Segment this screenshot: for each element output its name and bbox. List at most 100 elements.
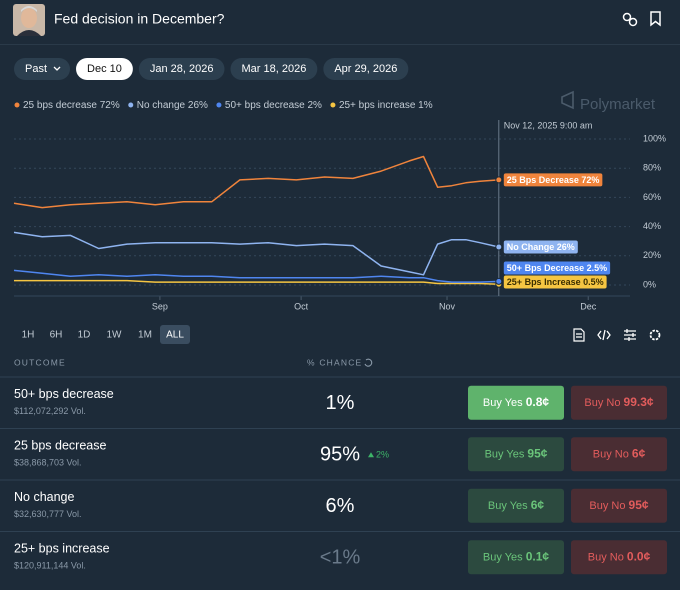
outcome-volume: $112,072,292 Vol. — [14, 406, 86, 416]
buy-yes-button[interactable] — [468, 385, 564, 420]
buy-no-label: Buy No — [588, 551, 624, 563]
buy-no[interactable]: Buy No 6¢ — [593, 446, 646, 460]
buy-no[interactable]: Buy No 95¢ — [589, 498, 648, 512]
chance: 6% — [326, 495, 355, 517]
outcome-name: 50+ bps decrease — [14, 387, 114, 401]
range-button[interactable]: 1W — [107, 330, 123, 341]
legend-value: 1% — [418, 100, 433, 111]
buy-yes-price: 6¢ — [531, 498, 545, 512]
chevron — [53, 66, 61, 71]
end-point — [495, 277, 503, 285]
buy-no-button[interactable] — [571, 437, 667, 472]
buy-yes[interactable]: Buy Yes 0.8¢ — [483, 395, 550, 409]
y-tick-label: 20% — [643, 250, 661, 260]
refresh-icon — [364, 358, 373, 367]
buy-yes[interactable]: Buy Yes 95¢ — [485, 446, 548, 460]
x-tick-label: Oct — [294, 301, 309, 311]
end-point — [495, 176, 503, 184]
series-line — [13, 269, 499, 283]
outcome-volume: $38,868,703 Vol. — [14, 458, 82, 468]
code-icon[interactable] — [597, 329, 611, 341]
outcome-name: 25+ bps increase — [14, 542, 110, 556]
buy-no-button[interactable] — [571, 540, 667, 575]
buy-yes-label: Buy Yes — [483, 397, 523, 409]
avatar — [13, 4, 45, 36]
buy-no-button[interactable] — [571, 488, 667, 523]
buy-no-price: 95¢ — [629, 498, 649, 512]
tooltip-box — [503, 240, 578, 254]
x-tick-label: Sep — [152, 301, 168, 311]
buy-yes-label: Buy Yes — [488, 500, 528, 512]
chance: 95% — [320, 444, 360, 466]
end-point — [495, 243, 503, 251]
date-tab-label[interactable]: Mar 18, 2026 — [242, 63, 307, 75]
outcome-volume: $32,630,777 Vol. — [14, 509, 82, 519]
buy-no-button[interactable] — [571, 385, 667, 420]
outcome-name: No change — [14, 490, 75, 504]
y-tick-label: 60% — [643, 192, 661, 202]
buy-yes[interactable]: Buy Yes 6¢ — [488, 498, 545, 512]
x-tick-label: Dec — [580, 301, 597, 311]
buy-yes-button[interactable] — [468, 540, 564, 575]
chance: 1% — [326, 392, 355, 414]
buy-no-price: 99.3¢ — [624, 395, 654, 409]
tooltip-text: 50+ Bps Decrease 2.5% — [507, 263, 607, 273]
date-tab-label[interactable]: Dec 10 — [87, 63, 122, 75]
range-button[interactable]: ALL — [166, 330, 184, 341]
legend-entry: 50+ bps decrease 2% — [225, 100, 322, 111]
range-button[interactable]: 1M — [138, 330, 152, 341]
buy-no[interactable]: Buy No 99.3¢ — [584, 395, 653, 409]
y-tick-label: 0% — [643, 279, 656, 289]
doc-icon[interactable] — [573, 328, 585, 342]
legend-entry: 25+ bps increase 1% — [339, 100, 433, 111]
settings-icon[interactable] — [624, 329, 636, 341]
legend-name: No change — [137, 100, 186, 111]
tooltip-box — [503, 261, 611, 275]
range-button[interactable]: 6H — [50, 330, 63, 341]
legend-name: 25 bps decrease — [23, 100, 97, 111]
tooltip-box — [503, 173, 603, 187]
buy-yes[interactable]: Buy Yes 0.1¢ — [483, 549, 550, 563]
buy-no[interactable]: Buy No 0.0¢ — [588, 549, 651, 563]
buy-yes-button[interactable] — [468, 488, 564, 523]
tooltip: 25 Bps Decrease 72% — [503, 173, 603, 187]
range-selected[interactable] — [160, 325, 190, 344]
gear-icon[interactable] — [649, 329, 661, 341]
buy-yes-price: 0.1¢ — [526, 549, 550, 563]
buy-no-label: Buy No — [593, 448, 629, 460]
date-tab[interactable] — [138, 58, 225, 80]
date-tab[interactable] — [230, 58, 318, 80]
y-tick-label: 100% — [643, 133, 666, 143]
up-arrow — [368, 452, 374, 458]
range-button[interactable]: 1D — [78, 330, 91, 341]
buy-yes-label: Buy Yes — [485, 448, 525, 460]
y-tick-label: 80% — [643, 163, 661, 173]
date-tab-label[interactable]: Apr 29, 2026 — [334, 63, 397, 75]
change: 2% — [376, 450, 389, 460]
date-tab-label[interactable]: Jan 28, 2026 — [150, 63, 214, 75]
bookmark-icon[interactable] — [650, 11, 661, 27]
date-tab-label[interactable]: Past — [25, 63, 47, 75]
series-line — [13, 155, 499, 209]
tooltip: 25+ Bps Increase 0.5% — [503, 275, 607, 289]
buy-yes-price: 0.8¢ — [526, 395, 550, 409]
link-icon[interactable] — [622, 12, 638, 27]
hover-label: Nov 12, 2025 9:00 am — [504, 120, 593, 130]
date-tab[interactable] — [323, 58, 409, 80]
tooltip-text: 25 Bps Decrease 72% — [507, 175, 600, 185]
buy-yes-price: 95¢ — [527, 446, 547, 460]
series-line — [13, 231, 499, 276]
date-tab[interactable] — [76, 58, 133, 80]
legend-dot — [128, 102, 134, 108]
range-button[interactable]: 1H — [22, 330, 35, 341]
watermark-logo — [561, 90, 574, 110]
table-header: OUTCOME — [14, 357, 66, 367]
watermark: Polymarket — [580, 96, 656, 113]
buy-yes-button[interactable] — [468, 437, 564, 472]
date-tab[interactable] — [14, 58, 71, 80]
table-header: % CHANCE — [307, 357, 362, 367]
legend-value: 26% — [188, 100, 208, 111]
x-tick-label: Nov — [439, 301, 456, 311]
